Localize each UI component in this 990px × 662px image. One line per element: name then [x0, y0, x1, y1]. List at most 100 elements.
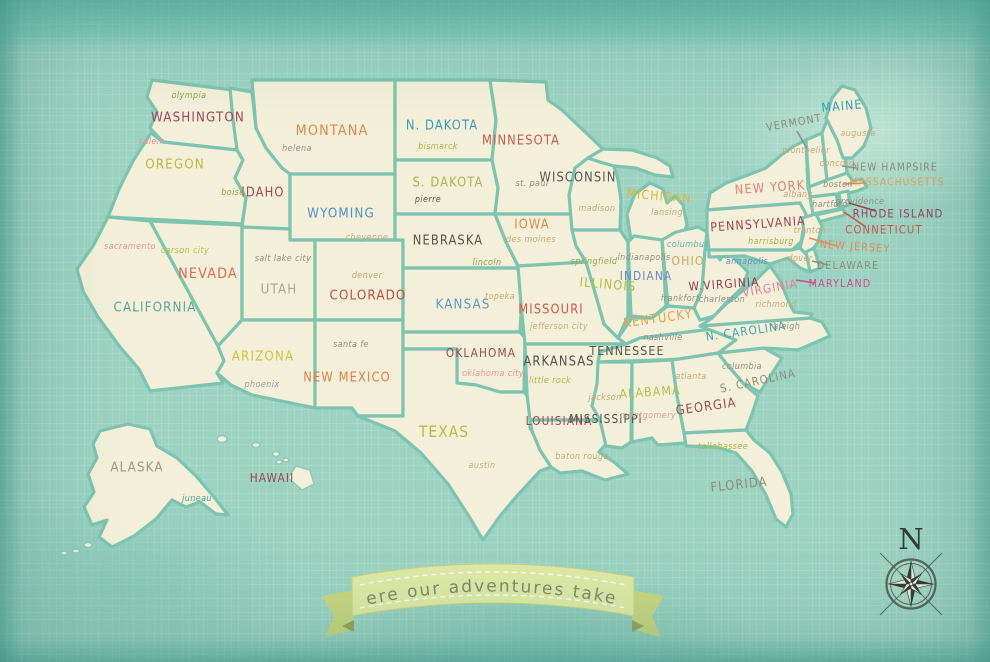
capital-label-missouri: jefferson city	[530, 322, 588, 332]
callout-line-connecticut	[843, 211, 867, 228]
state-label-nevada: NEVADA	[178, 265, 238, 283]
state-label-hawaii: HAWAII	[249, 470, 295, 486]
capital-label-washington: olympia	[171, 91, 207, 101]
state-label-wyoming: WYOMING	[307, 206, 375, 222]
hawaii-islands	[216, 434, 315, 491]
capital-label-maryland: annapolis	[725, 257, 769, 267]
capital-label-pennsylvania: harrisburg	[748, 237, 794, 247]
capital-label-west-virginia: charleston	[698, 295, 746, 305]
state-label-alaska: ALASKA	[110, 460, 164, 476]
capital-label-north-carolina: raleigh	[769, 322, 801, 332]
state-label-oregon: OREGON	[145, 157, 205, 173]
capital-label-california: sacramento	[104, 242, 156, 252]
state-shapes	[60, 78, 873, 556]
capital-label-iowa: des moines	[505, 235, 557, 245]
callout-line-rhode-island	[848, 202, 877, 212]
state-label-tennessee: TENNESSEE	[589, 343, 665, 359]
state-label-new-hampshire: NEW HAMPSIRE	[852, 162, 938, 174]
state-label-indiana: INDIANA	[619, 268, 673, 284]
state-shape-michigan-upper	[586, 147, 675, 179]
capital-label-new-hampshire: concord	[819, 159, 855, 169]
state-label-colorado: COLORADO	[329, 288, 407, 304]
capital-label-oregon: salem	[138, 137, 166, 147]
state-label-oklahoma: OKLAHOMA	[445, 345, 517, 361]
capital-label-connecticut: hartford	[812, 200, 848, 210]
state-shape-maryland	[707, 246, 812, 274]
state-label-nebraska: NEBRASKA	[412, 232, 484, 248]
capital-label-massachusetts: boston	[823, 180, 853, 190]
callout-line-delaware	[811, 260, 829, 266]
banner-fold-shadow-left	[342, 620, 354, 632]
state-label-new-mexico: NEW MEXICO	[303, 369, 391, 385]
state-label-washington: WASHINGTON	[151, 110, 245, 126]
capital-label-wisconsin: madison	[578, 204, 616, 214]
compass-north-letter: N	[898, 522, 923, 556]
state-label-idaho: IDAHO	[241, 184, 285, 200]
capital-label-colorado: denver	[351, 271, 383, 281]
alaska-aleutian-islands	[60, 541, 93, 556]
state-label-arizona: ARIZONA	[231, 349, 295, 365]
state-label-iowa: IOWA	[514, 216, 550, 232]
state-label-north-dakota: N. DAKOTA	[405, 117, 479, 133]
capital-label-minnesota: st. paul	[515, 179, 549, 189]
callout-line-vermont	[796, 130, 808, 150]
state-label-connecticut: CONNETICUT	[845, 223, 923, 237]
capital-label-vermont: montpelier	[782, 146, 830, 156]
capital-label-delaware: dover	[787, 254, 813, 264]
capital-label-tennessee: nashville	[643, 333, 683, 343]
compass-star	[887, 560, 935, 608]
capital-label-florida: tallahassee	[697, 442, 749, 452]
capital-label-louisiana: baton rouge	[555, 452, 609, 462]
capital-label-idaho: boise	[221, 188, 245, 198]
state-shape-north-carolina	[698, 316, 832, 355]
state-label-wisconsin: WISCONSIN	[539, 169, 617, 185]
capital-label-alabama: montgomery	[620, 411, 676, 421]
state-shape-delaware	[804, 246, 822, 274]
capital-label-mississippi: jackson	[588, 393, 622, 403]
capital-label-illinois: springfield	[570, 257, 618, 267]
capital-label-oklahoma: oklahoma city	[462, 369, 524, 379]
capital-label-north-dakota: bismarck	[418, 142, 458, 152]
capital-label-new-mexico: santa fe	[333, 340, 369, 350]
capital-label-arizona: phoenix	[244, 380, 280, 390]
state-label-mississippi: MISSISSIPPI	[569, 411, 643, 427]
capital-label-texas: austin	[468, 461, 496, 471]
state-label-massachusetts: MASSACHUSETTS	[849, 177, 945, 189]
capital-label-new-york: albany	[783, 190, 813, 200]
state-label-delaware: DELAWARE	[816, 259, 880, 273]
state-label-minnesota: MINNESOTA	[481, 132, 561, 148]
state-label-rhode-island: RHODE ISLAND	[852, 207, 944, 221]
capital-label-south-dakota: pierre	[414, 195, 442, 205]
capital-label-rhode-island: providence	[835, 197, 885, 207]
state-label-montana: MONTANA	[295, 122, 369, 140]
capital-label-arkansas: little rock	[528, 376, 572, 386]
state-label-utah: UTAH	[260, 282, 298, 298]
state-shape-texas	[356, 347, 553, 542]
callout-line-new-hampshire	[841, 165, 857, 169]
state-shape-pennsylvania	[705, 201, 808, 252]
state-label-arkansas: ARKANSAS	[523, 353, 595, 369]
state-shape-rhode-island	[837, 189, 852, 209]
state-label-texas: TEXAS	[418, 422, 470, 442]
capital-label-georgia: atlanta	[675, 372, 707, 382]
state-shape-west-virginia	[692, 245, 750, 322]
capital-label-virginia: richmond	[755, 300, 797, 310]
state-label-kansas: KANSAS	[435, 297, 491, 313]
state-shape-maine	[824, 84, 873, 160]
state-label-maryland: MARYLAND	[808, 277, 872, 291]
callout-line-maryland	[795, 279, 816, 284]
state-label-south-dakota: S. DAKOTA	[412, 174, 484, 190]
state-label-missouri: MISSOURI	[518, 301, 584, 317]
capital-label-wyoming: cheyenne	[345, 233, 389, 243]
capital-label-nevada: carson city	[160, 246, 210, 256]
state-label-ohio: OHIO	[671, 253, 705, 269]
callout-line-new-jersey	[808, 237, 838, 247]
capital-label-south-carolina: columbia	[722, 362, 762, 372]
capital-label-nebraska: lincoln	[472, 258, 502, 268]
state-shape-florida	[682, 428, 795, 529]
